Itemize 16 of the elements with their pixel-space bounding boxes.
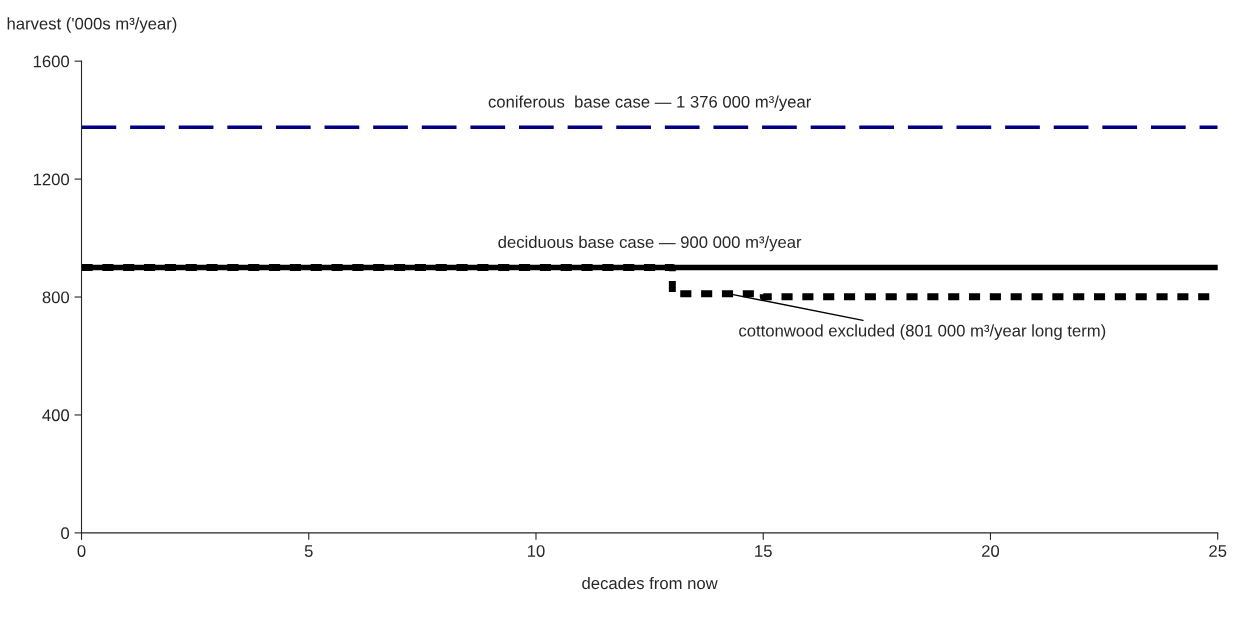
y-tick-label: 1600 — [33, 55, 70, 68]
x-axis-title: decades from now — [582, 576, 718, 590]
x-tick-label: 20 — [982, 545, 1000, 557]
y-tick-label: 400 — [42, 409, 70, 422]
series-label: deciduous base case — 900 000 m³/year — [498, 235, 802, 252]
y-tick-label: 0 — [61, 527, 70, 540]
y-tick-label: 1200 — [33, 173, 70, 186]
series-label: cottonwood excluded (801 000 m³/year long term) — [739, 324, 1106, 340]
x-tick-label: 5 — [304, 545, 313, 557]
x-tick-label: 0 — [77, 545, 86, 557]
y-tick-label: 800 — [42, 291, 70, 304]
y-axis-title: harvest ('000s m³/year) — [7, 17, 177, 33]
x-tick-label: 15 — [755, 545, 772, 557]
x-tick-label: 25 — [1209, 545, 1227, 557]
series-label: coniferous base case — 1 376 000 m³/year — [488, 95, 812, 111]
x-tick-label: 10 — [527, 545, 545, 557]
